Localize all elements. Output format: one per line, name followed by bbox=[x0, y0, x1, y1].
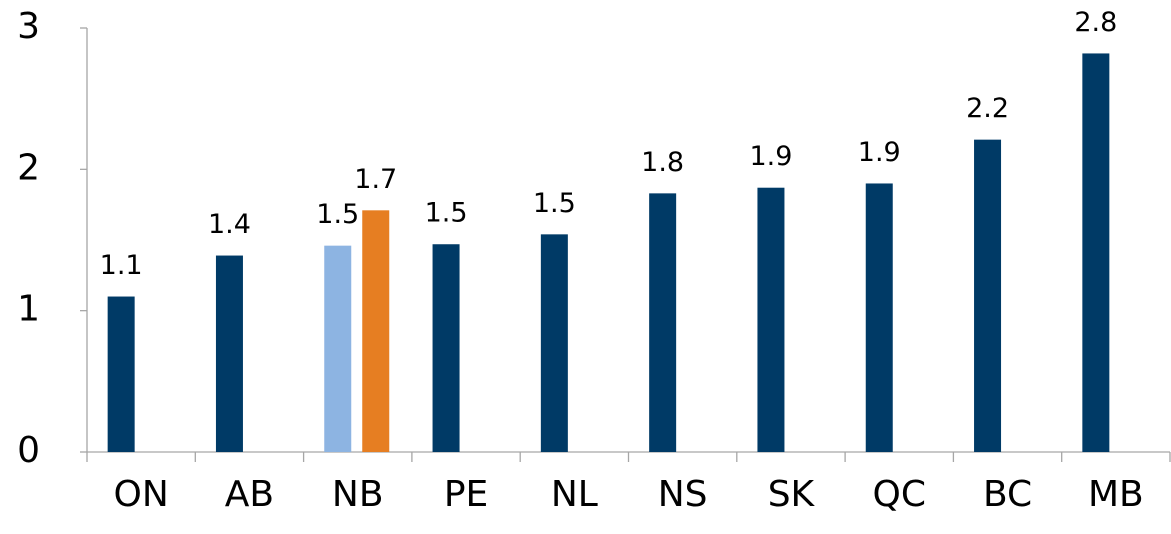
bar bbox=[865, 183, 893, 452]
bar bbox=[540, 234, 568, 452]
x-tick-label: QC bbox=[873, 474, 926, 515]
x-tick-label: ON bbox=[114, 474, 169, 515]
data-label: 1.1 bbox=[100, 250, 143, 281]
bar bbox=[1082, 53, 1110, 452]
data-label: 2.2 bbox=[966, 93, 1009, 124]
data-label: 1.9 bbox=[858, 137, 901, 168]
bar bbox=[107, 296, 135, 452]
data-label: 1.9 bbox=[749, 141, 792, 172]
data-label: 1.7 bbox=[354, 164, 397, 195]
y-tick-label: 0 bbox=[17, 430, 40, 471]
data-label: 1.5 bbox=[316, 199, 359, 230]
data-label: 1.5 bbox=[425, 198, 468, 229]
x-tick-label: PE bbox=[444, 474, 488, 515]
y-tick-label: 2 bbox=[17, 147, 40, 188]
x-tick-label: NL bbox=[551, 474, 598, 515]
y-tick-label: 3 bbox=[17, 6, 40, 47]
x-tick-label: NB bbox=[332, 474, 384, 515]
y-tick-label: 1 bbox=[17, 289, 40, 330]
bar bbox=[757, 187, 785, 452]
bar bbox=[432, 244, 460, 452]
bar bbox=[649, 193, 677, 453]
x-tick-label: BC bbox=[983, 474, 1032, 515]
data-label: 1.4 bbox=[208, 209, 251, 240]
data-label: 2.8 bbox=[1074, 7, 1117, 38]
x-tick-label: AB bbox=[225, 474, 274, 515]
x-tick-label: NS bbox=[658, 474, 708, 515]
data-label: 1.8 bbox=[641, 147, 684, 178]
bar bbox=[974, 139, 1002, 453]
bar bbox=[215, 255, 243, 452]
bar bbox=[324, 245, 352, 452]
x-tick-label: SK bbox=[768, 474, 816, 515]
bar bbox=[362, 210, 390, 452]
data-label: 1.5 bbox=[533, 188, 576, 219]
x-tick-label: MB bbox=[1088, 474, 1144, 515]
